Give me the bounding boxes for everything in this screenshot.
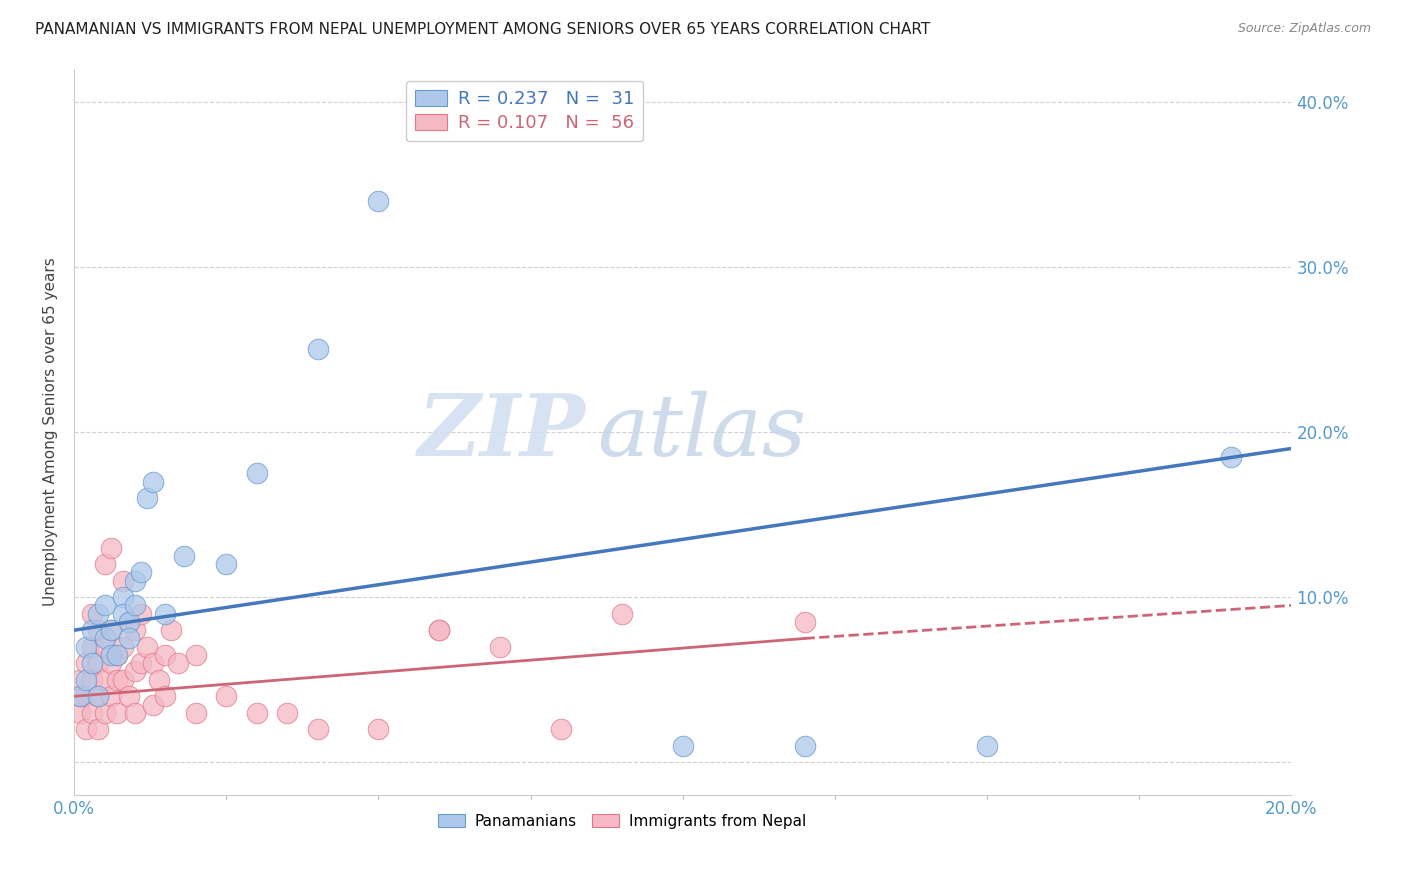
Point (307, 723, 329, 737)
Point (118, 615, 141, 629)
Point (100, 648, 122, 662)
Point (87, 690, 110, 704)
Point (124, 706, 146, 720)
Point (367, 723, 389, 737)
Point (367, 194, 389, 208)
Point (100, 541, 122, 555)
Point (215, 557, 238, 571)
Point (136, 491, 159, 505)
Point (105, 648, 128, 662)
Point (111, 640, 134, 654)
Point (75, 640, 97, 654)
Point (307, 343, 329, 357)
Point (215, 690, 238, 704)
Point (82, 657, 104, 671)
Point (93, 640, 115, 654)
Point (75, 723, 97, 737)
Point (75, 673, 97, 687)
Point (160, 623, 183, 637)
Point (427, 623, 450, 637)
Point (111, 673, 134, 687)
Point (93, 557, 115, 571)
Point (672, 739, 695, 753)
Point (142, 475, 165, 489)
Point (129, 657, 152, 671)
Point (118, 632, 141, 646)
Point (105, 706, 128, 720)
Point (111, 607, 134, 621)
Point (124, 623, 146, 637)
Point (427, 623, 450, 637)
Point (69, 690, 91, 704)
Point (124, 574, 146, 588)
Point (93, 706, 115, 720)
Point (75, 690, 97, 704)
Point (155, 690, 177, 704)
Point (100, 690, 122, 704)
Point (129, 607, 152, 621)
Point (142, 698, 165, 712)
Point (246, 467, 269, 481)
Point (87, 690, 110, 704)
Point (69, 673, 91, 687)
Point (100, 623, 122, 637)
Point (87, 723, 110, 737)
Point (155, 648, 177, 662)
Point (136, 640, 159, 654)
Point (173, 549, 195, 563)
Point (976, 739, 998, 753)
Point (111, 574, 134, 588)
Point (276, 706, 298, 720)
Point (100, 657, 122, 671)
Point (489, 640, 512, 654)
Point (184, 706, 207, 720)
Point (75, 657, 97, 671)
Point (82, 706, 104, 720)
Point (793, 739, 815, 753)
Text: ZIP: ZIP (418, 390, 585, 474)
Point (166, 657, 188, 671)
Point (82, 673, 104, 687)
Point (124, 665, 146, 679)
Y-axis label: Unemployment Among Seniors over 65 years: Unemployment Among Seniors over 65 years (44, 258, 58, 607)
Point (100, 623, 122, 637)
Point (148, 673, 170, 687)
Point (118, 615, 141, 629)
Point (124, 599, 146, 613)
Point (82, 640, 104, 654)
Point (69, 706, 91, 720)
Point (93, 632, 115, 646)
Point (87, 623, 110, 637)
Point (184, 648, 207, 662)
Text: Source: ZipAtlas.com: Source: ZipAtlas.com (1237, 22, 1371, 36)
Point (129, 566, 152, 580)
Point (82, 607, 104, 621)
Point (105, 673, 128, 687)
Point (155, 607, 177, 621)
Point (793, 615, 815, 629)
Point (105, 648, 128, 662)
Point (87, 607, 110, 621)
Point (82, 623, 104, 637)
Point (1219, 450, 1241, 464)
Point (87, 657, 110, 671)
Point (142, 657, 165, 671)
Point (69, 690, 91, 704)
Point (118, 690, 141, 704)
Point (610, 607, 633, 621)
Point (93, 599, 115, 613)
Legend: Panamanians, Immigrants from Nepal: Panamanians, Immigrants from Nepal (432, 808, 813, 835)
Text: PANAMANIAN VS IMMIGRANTS FROM NEPAL UNEMPLOYMENT AMONG SENIORS OVER 65 YEARS COR: PANAMANIAN VS IMMIGRANTS FROM NEPAL UNEM… (35, 22, 931, 37)
Point (111, 590, 134, 604)
Text: atlas: atlas (598, 391, 807, 474)
Point (550, 723, 572, 737)
Point (93, 673, 115, 687)
Point (246, 706, 269, 720)
